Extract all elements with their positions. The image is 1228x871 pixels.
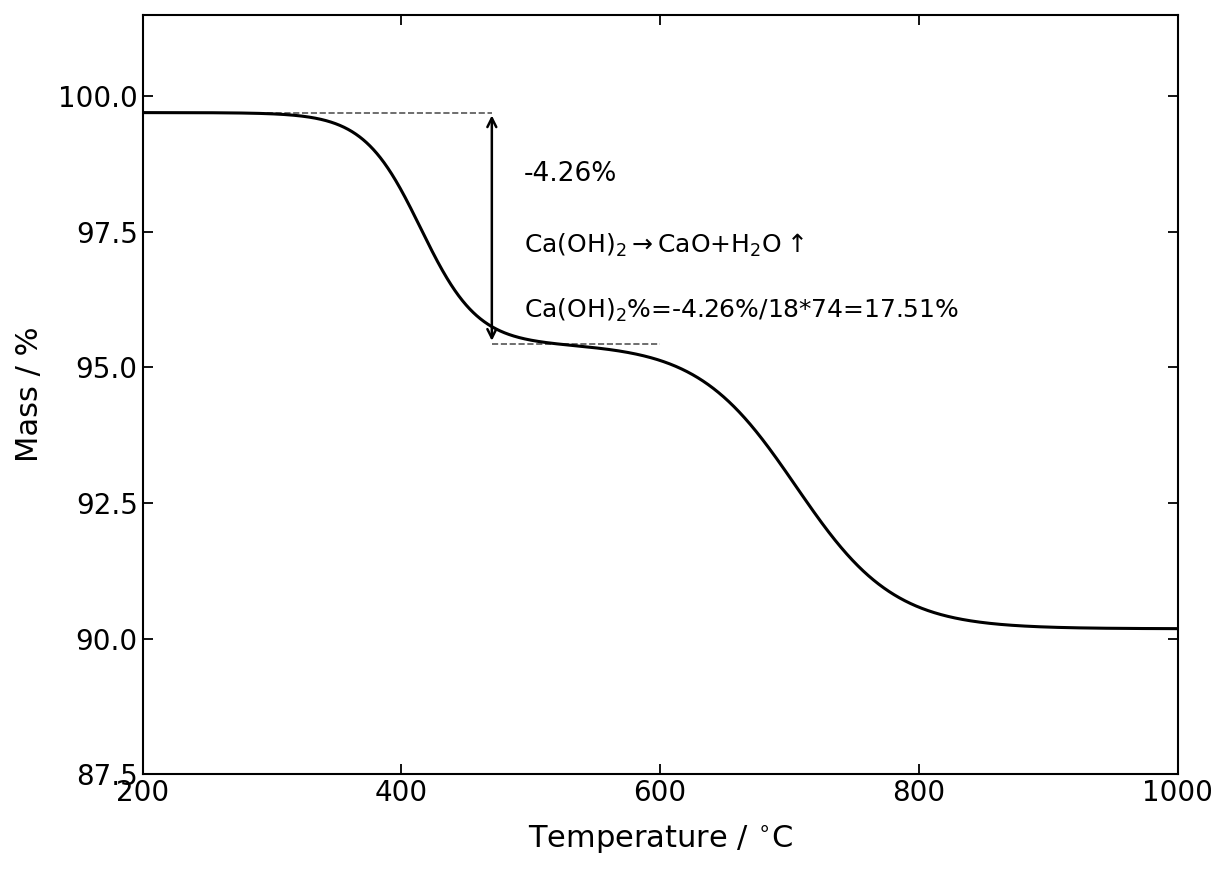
Text: Ca(OH)$_2$%=-4.26%/18*74=17.51%: Ca(OH)$_2$%=-4.26%/18*74=17.51% <box>524 297 959 324</box>
X-axis label: Temperature / $^{\circ}$C: Temperature / $^{\circ}$C <box>528 824 792 856</box>
Text: Ca(OH)$_2$$\rightarrow$CaO+H$_2$O$\uparrow$: Ca(OH)$_2$$\rightarrow$CaO+H$_2$O$\uparr… <box>524 232 804 259</box>
Text: -4.26%: -4.26% <box>524 161 618 187</box>
Y-axis label: Mass / %: Mass / % <box>15 327 44 463</box>
